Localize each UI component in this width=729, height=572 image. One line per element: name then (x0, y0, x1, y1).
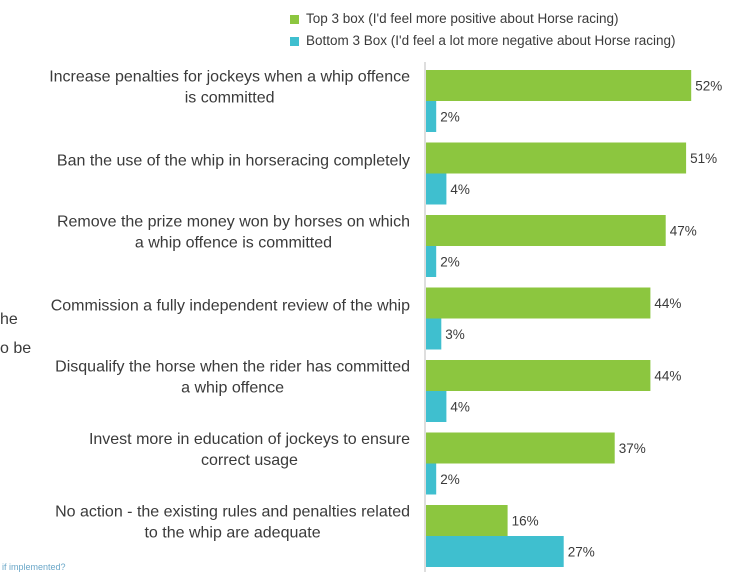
bar-top3 (426, 505, 508, 536)
data-label: 52% (695, 79, 722, 94)
data-label: 2% (440, 110, 460, 125)
bar-bottom3 (426, 391, 447, 422)
bar-top3 (426, 215, 666, 246)
category-label-line: a whip offence is committed (135, 235, 332, 252)
category-label-line: Disqualify the horse when the rider has … (55, 359, 410, 376)
category-label-line: Commission a fully independent review of… (51, 298, 410, 315)
category-label-line: No action - the existing rules and penal… (55, 504, 410, 521)
data-label: 2% (440, 255, 460, 270)
bar-top3 (426, 360, 651, 391)
bar-bottom3 (426, 101, 437, 132)
bar-top3 (426, 287, 651, 319)
data-label: 16% (512, 514, 539, 529)
legend-swatch (290, 14, 299, 24)
category-label-line: is committed (185, 90, 275, 107)
category-label: Remove the prize money won by horses on … (57, 214, 410, 252)
category-label-line: Increase penalties for jockeys when a wh… (49, 69, 410, 86)
legend-item: Bottom 3 Box (I'd feel a lot more negati… (290, 30, 676, 52)
footnote-fragment: if implemented? (2, 562, 66, 572)
legend-label: Top 3 box (I'd feel more positive about … (306, 11, 619, 26)
bar-top3 (426, 142, 687, 174)
category-label: No action - the existing rules and penal… (55, 504, 410, 542)
legend-label: Bottom 3 Box (I'd feel a lot more negati… (306, 33, 676, 48)
category-label: Ban the use of the whip in horseracing c… (57, 153, 410, 170)
category-label: Increase penalties for jockeys when a wh… (49, 69, 410, 107)
category-label-line: correct usage (201, 452, 298, 469)
data-label: 4% (450, 182, 470, 197)
data-label: 4% (450, 400, 470, 415)
legend-item: Top 3 box (I'd feel more positive about … (290, 8, 676, 30)
data-label: 47% (670, 224, 697, 239)
data-label: 51% (690, 151, 717, 166)
category-label: Invest more in education of jockeys to e… (89, 431, 410, 469)
data-label: 44% (654, 369, 681, 384)
bar-bottom3 (426, 536, 564, 567)
data-label: 2% (440, 472, 460, 487)
data-label: 44% (654, 296, 681, 311)
cropped-text-fragment: he (0, 311, 18, 328)
data-label: 37% (619, 441, 646, 456)
legend-swatch (290, 36, 299, 46)
category-label-line: Ban the use of the whip in horseracing c… (57, 153, 410, 170)
bar-bottom3 (426, 318, 442, 350)
category-label-line: to the whip are adequate (144, 525, 320, 542)
data-label: 3% (445, 327, 465, 342)
category-label-line: Remove the prize money won by horses on … (57, 214, 410, 231)
category-label: Commission a fully independent review of… (51, 298, 410, 315)
data-label: 27% (568, 545, 595, 560)
legend: Top 3 box (I'd feel more positive about … (290, 8, 676, 52)
bar-top3 (426, 70, 692, 101)
category-label-line: a whip offence (181, 380, 284, 397)
cropped-text-fragment: o be (0, 340, 32, 357)
category-label: Disqualify the horse when the rider has … (55, 359, 410, 397)
bar-bottom3 (426, 173, 447, 205)
bar-bottom3 (426, 463, 437, 495)
bar-bottom3 (426, 246, 437, 277)
bar-top3 (426, 432, 615, 464)
category-label-line: Invest more in education of jockeys to e… (89, 431, 410, 448)
